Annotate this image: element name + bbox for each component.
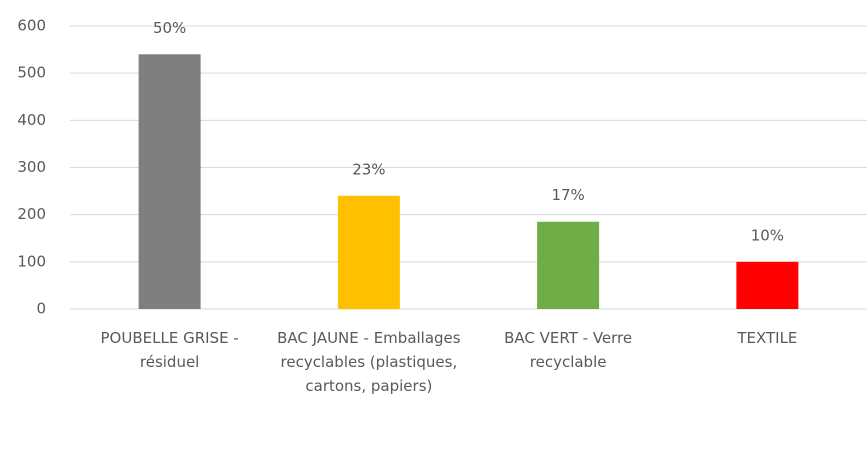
data-label: 10% — [751, 226, 784, 244]
data-label: 17% — [551, 186, 584, 204]
y-tick-label: 100 — [17, 252, 46, 270]
x-tick-label: BAC VERT - Verre recyclable — [504, 329, 633, 371]
bar — [736, 261, 799, 309]
data-label: 50% — [153, 19, 186, 37]
x-tick-label: BAC JAUNE - Emballages recyclables (plas… — [277, 329, 461, 395]
y-tick-label: 300 — [17, 158, 46, 176]
y-tick-label: 600 — [17, 17, 46, 35]
y-tick-label: 200 — [17, 205, 46, 223]
bar — [337, 195, 400, 309]
data-label: 23% — [352, 160, 385, 178]
y-tick-label: 400 — [17, 111, 46, 129]
y-tick-label: 0 — [36, 300, 46, 318]
x-tick-label: TEXTILE — [737, 329, 798, 347]
bar — [537, 221, 600, 309]
bar — [138, 54, 201, 309]
y-tick-label: 500 — [17, 64, 46, 82]
x-tick-label: POUBELLE GRISE - résiduel — [100, 329, 239, 371]
